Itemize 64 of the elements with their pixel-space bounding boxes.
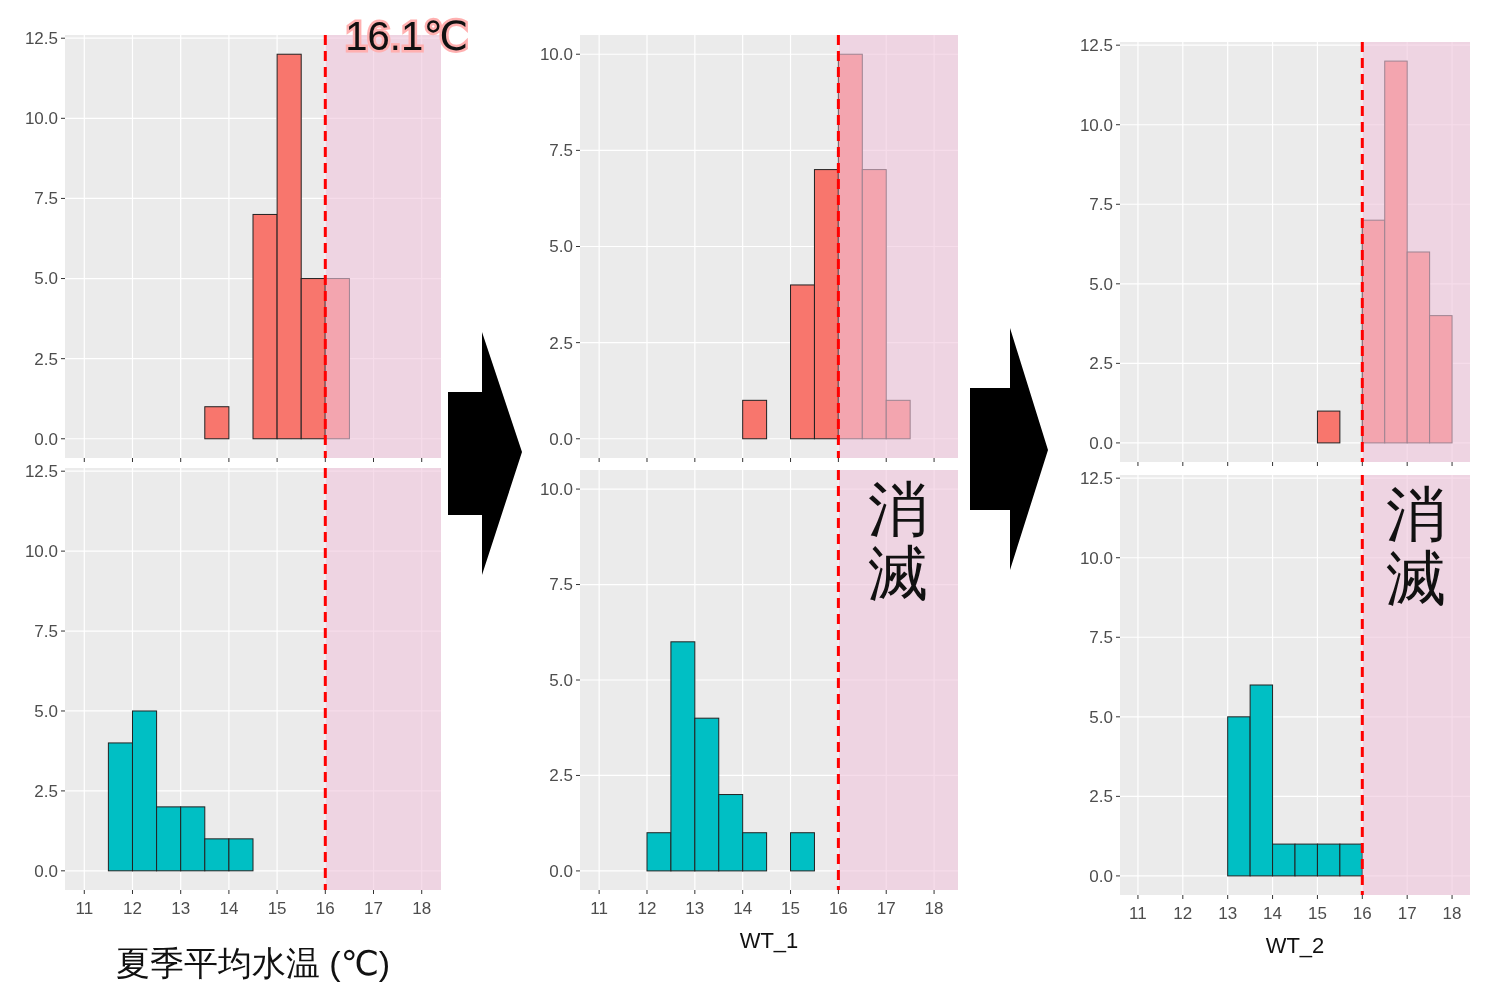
x-tick-label: 15: [1307, 904, 1327, 923]
x-axis-title: WT_1: [739, 928, 799, 953]
y-tick-label: 0.0: [549, 861, 573, 881]
y-tick-label: 10.0: [539, 45, 573, 65]
x-tick-label: 16: [1352, 904, 1372, 923]
x-tick-label: 16: [315, 899, 335, 918]
y-tick-label: 10.0: [24, 109, 58, 129]
y-tick-label: 5.0: [549, 237, 573, 257]
x-tick-label: 14: [219, 899, 239, 918]
x-tick-label: 14: [733, 899, 753, 918]
y-tick-label: 2.5: [1089, 787, 1113, 807]
x-tick-label: 16: [828, 899, 848, 918]
y-tick-label: 12.5: [24, 29, 58, 49]
y-tick-label: 2.5: [1089, 354, 1113, 374]
y-tick-label: 7.5: [34, 189, 58, 209]
y-tick-label: 0.0: [34, 429, 58, 449]
y-tick-label: 7.5: [549, 141, 573, 161]
x-tick-label: 13: [1218, 904, 1238, 923]
y-tick-label: 5.0: [1089, 274, 1113, 294]
y-tick-label: 0.0: [1089, 433, 1113, 453]
y-tick-label: 10.0: [24, 542, 58, 562]
y-tick-label: 10.0: [539, 480, 573, 500]
y-tick-label: 10.0: [1079, 115, 1113, 135]
x-tick-label: 13: [685, 899, 705, 918]
x-tick-label: 15: [781, 899, 800, 918]
x-tick-label: 17: [364, 899, 383, 918]
x-tick-label: 18: [1442, 904, 1462, 923]
y-tick-label: 5.0: [34, 269, 58, 289]
x-tick-label: 11: [590, 899, 608, 918]
x-tick-label: 13: [171, 899, 191, 918]
x-tick-label: 12: [637, 899, 657, 918]
y-tick-label: 7.5: [549, 575, 573, 595]
x-tick-label: 12: [123, 899, 142, 918]
annotation: 消滅: [868, 476, 929, 607]
y-tick-label: 12.5: [24, 462, 58, 482]
y-tick-label: 2.5: [549, 333, 573, 353]
x-axis-title: WT_2: [1265, 933, 1325, 958]
y-tick-label: 7.5: [34, 622, 58, 641]
x-tick-label: 17: [1397, 904, 1417, 923]
y-tick-label: 0.0: [1089, 866, 1113, 886]
x-tick-label: 15: [267, 899, 287, 918]
y-tick-label: 5.0: [549, 670, 573, 690]
y-tick-label: 2.5: [549, 766, 573, 786]
ref-line-label: 16.1℃: [345, 14, 469, 58]
x-tick-label: 18: [412, 899, 432, 918]
y-tick-label: 0.0: [34, 861, 58, 881]
y-tick-label: 10.0: [1079, 548, 1113, 568]
x-tick-label: 11: [75, 899, 94, 918]
y-tick-label: 5.0: [34, 701, 58, 721]
y-tick-label: 12.5: [1079, 36, 1113, 56]
y-tick-label: 7.5: [1089, 628, 1113, 648]
y-tick-label: 2.5: [34, 781, 58, 801]
y-tick-label: 0.0: [549, 429, 573, 449]
y-tick-label: 2.5: [34, 349, 58, 369]
x-tick-label: 11: [1129, 904, 1147, 923]
annotation: 消滅: [1386, 481, 1447, 612]
x-tick-label: 12: [1173, 904, 1193, 923]
x-axis-title: 夏季平均水温 (℃): [115, 944, 391, 982]
x-tick-label: 18: [924, 899, 944, 918]
y-tick-label: 12.5: [1079, 469, 1113, 489]
x-tick-label: 14: [1263, 904, 1283, 923]
x-tick-label: 17: [876, 899, 896, 918]
y-tick-label: 7.5: [1089, 195, 1113, 215]
y-tick-label: 5.0: [1089, 707, 1113, 727]
